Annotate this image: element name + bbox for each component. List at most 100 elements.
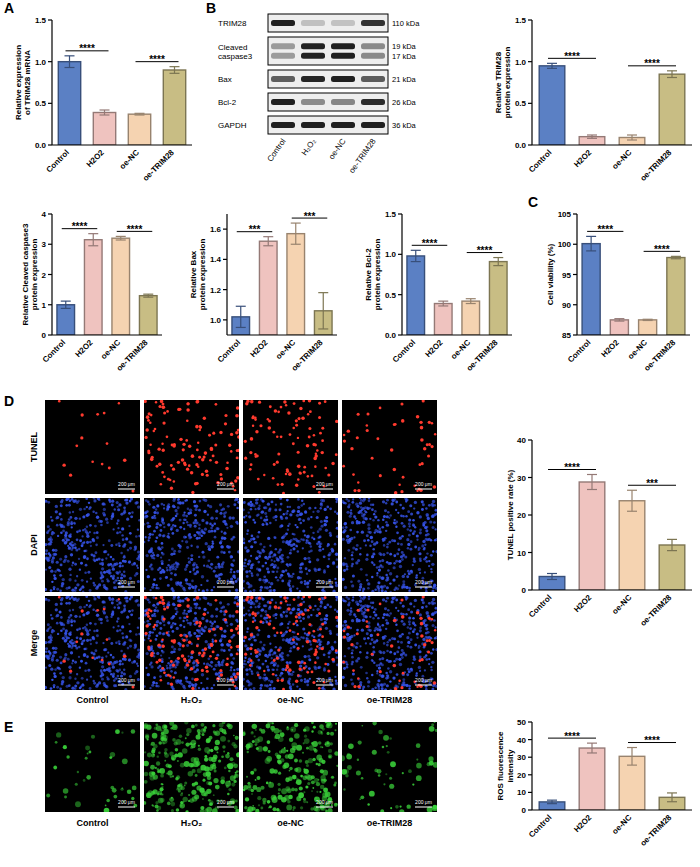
x-tick-label: oe-TRIM28 [141, 148, 176, 183]
tunel-dot [237, 429, 239, 432]
nucleus [313, 567, 316, 570]
blot-row-label-line: Bcl-2 [218, 98, 237, 107]
nucleus [67, 521, 70, 524]
nucleus [219, 541, 222, 544]
nucleus [69, 543, 71, 545]
nucleus [292, 547, 295, 550]
nucleus [201, 534, 203, 536]
x-tick-label: Control [527, 593, 553, 619]
nucleus [253, 541, 255, 543]
nucleus [310, 545, 312, 547]
nucleus [186, 521, 188, 523]
tunel-dot [209, 459, 212, 462]
nucleus [118, 542, 121, 545]
nucleus [57, 535, 59, 537]
error-cap [627, 765, 637, 766]
nucleus [161, 552, 164, 555]
nucleus [220, 550, 223, 553]
nucleus [223, 512, 226, 515]
scale-bar-label: 200 μm [118, 579, 135, 585]
nucleus [163, 526, 165, 528]
nucleus [259, 543, 262, 546]
y-axis-title: Relative Baxprotein expression [189, 239, 208, 311]
nucleus [81, 579, 84, 582]
tunel-dot [226, 461, 229, 464]
y-tick [48, 334, 52, 335]
nucleus [172, 532, 175, 535]
nucleus [110, 556, 112, 558]
tunel-dot [58, 400, 61, 402]
nucleus [268, 555, 271, 558]
nucleus [68, 504, 71, 507]
bar [667, 258, 685, 335]
nucleus [103, 513, 106, 516]
nucleus [138, 519, 140, 521]
tunel-dot [277, 410, 280, 413]
nucleus [159, 524, 162, 527]
nucleus [273, 589, 276, 592]
nucleus [254, 508, 256, 510]
nucleus [171, 568, 174, 571]
nucleus [133, 548, 136, 551]
nucleus [324, 508, 327, 511]
nucleus [138, 559, 140, 561]
marks [539, 475, 685, 591]
nucleus [297, 510, 300, 513]
tunel-dot [228, 444, 231, 447]
micrograph-bg [342, 498, 437, 592]
nucleus [253, 589, 256, 592]
nucleus [230, 525, 233, 528]
nucleus [323, 555, 326, 558]
nucleus [59, 574, 62, 577]
y-tick-label: 0.5 [385, 291, 397, 300]
nucleus [61, 585, 64, 588]
tunel-dot [416, 489, 418, 491]
nucleus [172, 517, 175, 520]
nucleus [306, 582, 309, 585]
y-axis [531, 722, 532, 810]
nucleus [345, 526, 348, 529]
scale-bar [316, 587, 333, 588]
micrograph [243, 400, 338, 494]
nucleus [68, 568, 71, 571]
nucleus [371, 540, 374, 543]
error-cap [65, 55, 75, 56]
nucleus [243, 587, 245, 589]
nucleus [50, 569, 53, 572]
x-tick-label: H2O2 [249, 338, 271, 360]
nucleus [150, 550, 152, 552]
nucleus [134, 501, 137, 504]
nucleus [244, 590, 247, 592]
nucleus [344, 586, 347, 589]
nucleus [190, 545, 192, 547]
nucleus [206, 579, 209, 582]
tunel-dot [163, 475, 166, 478]
nucleus [146, 522, 149, 525]
nucleus [174, 573, 177, 576]
tunel-dot [244, 457, 247, 460]
nucleus [160, 529, 163, 532]
nucleus [244, 521, 247, 524]
nucleus [265, 562, 267, 564]
nucleus [148, 503, 151, 506]
nucleus [209, 523, 212, 526]
tunel-dot [295, 419, 298, 422]
x-axis [52, 144, 192, 145]
blot-kda: 26 kDa [392, 98, 417, 107]
tunel-dot [197, 442, 199, 444]
nucleus [425, 534, 428, 537]
nucleus [155, 584, 157, 586]
nucleus [393, 566, 396, 569]
nucleus [332, 590, 335, 592]
bar [539, 66, 565, 145]
nucleus [282, 560, 285, 563]
nucleus [153, 511, 156, 514]
nucleus [85, 564, 88, 567]
error-cap [170, 73, 180, 74]
nucleus [279, 498, 282, 500]
nucleus [117, 508, 120, 511]
nucleus [68, 586, 71, 589]
nucleus [252, 537, 255, 540]
nucleus [258, 555, 261, 558]
nucleus [111, 515, 114, 518]
